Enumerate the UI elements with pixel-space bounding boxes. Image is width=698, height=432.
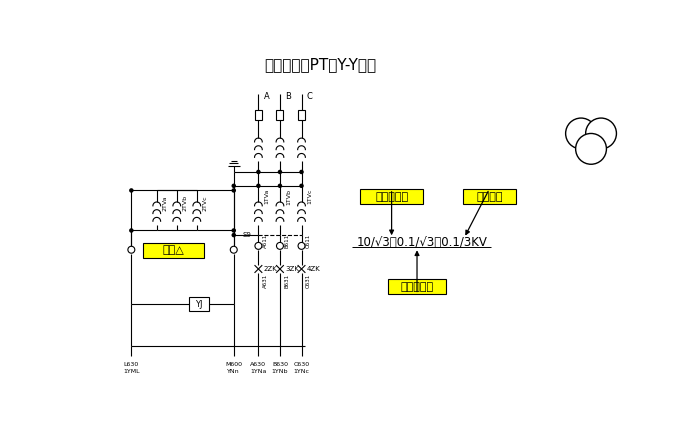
Text: 电压互感器PT的Y-Y接法: 电压互感器PT的Y-Y接法 [264, 57, 376, 72]
Circle shape [232, 234, 235, 237]
Text: C: C [307, 92, 313, 101]
Text: 3ZK: 3ZK [285, 266, 299, 272]
Bar [360, 189, 423, 204]
Text: 1YNb: 1YNb [272, 369, 288, 374]
Bar [143, 243, 205, 258]
Circle shape [128, 246, 135, 253]
Circle shape [257, 170, 260, 174]
Text: 10/√3：0.1/√3：0.1/3KV: 10/√3：0.1/√3：0.1/3KV [356, 236, 487, 249]
Text: YNn: YNn [228, 369, 240, 374]
Circle shape [565, 118, 596, 149]
Circle shape [300, 170, 303, 174]
Text: 一次相电压: 一次相电压 [375, 192, 408, 202]
Circle shape [586, 118, 616, 149]
Circle shape [130, 189, 133, 192]
Text: 1TVc: 1TVc [308, 189, 313, 204]
Text: B: B [285, 92, 291, 101]
Text: C630: C630 [293, 362, 310, 367]
Bar [388, 279, 446, 294]
Text: C611: C611 [306, 234, 311, 248]
Circle shape [279, 184, 281, 187]
Circle shape [576, 133, 607, 164]
Circle shape [279, 170, 281, 174]
Text: 1YNa: 1YNa [250, 369, 267, 374]
Text: 2TVa: 2TVa [163, 195, 168, 210]
Text: C631: C631 [306, 273, 311, 288]
Text: S9: S9 [243, 232, 251, 238]
Text: 1TVa: 1TVa [265, 189, 269, 204]
Text: 1YNc: 1YNc [294, 369, 309, 374]
Text: A631: A631 [263, 273, 268, 288]
Text: 开口△: 开口△ [163, 245, 184, 255]
Text: A611: A611 [263, 234, 268, 248]
Circle shape [232, 229, 235, 232]
Circle shape [230, 246, 237, 253]
Bar [255, 110, 262, 121]
Text: 零序电压: 零序电压 [476, 192, 503, 202]
Text: L630: L630 [124, 362, 139, 367]
Text: B630: B630 [272, 362, 288, 367]
Text: B631: B631 [285, 273, 290, 288]
Text: 1YML: 1YML [123, 369, 140, 374]
Circle shape [255, 242, 262, 249]
Text: 2TVb: 2TVb [183, 195, 188, 211]
Circle shape [298, 242, 305, 249]
Bar [189, 297, 209, 311]
Text: B611: B611 [285, 234, 290, 248]
Text: M600: M600 [225, 362, 242, 367]
Text: 1TVb: 1TVb [286, 189, 291, 205]
Circle shape [276, 242, 283, 249]
Circle shape [232, 189, 235, 192]
Circle shape [130, 229, 133, 232]
Text: 4ZK: 4ZK [307, 266, 320, 272]
Text: A: A [264, 92, 269, 101]
Circle shape [300, 184, 303, 187]
Circle shape [232, 184, 235, 187]
Bar [276, 110, 283, 121]
Text: 二次相电压: 二次相电压 [401, 282, 433, 292]
Bar [463, 189, 516, 204]
Circle shape [257, 184, 260, 187]
Text: 2TVc: 2TVc [203, 195, 208, 210]
Text: YJ: YJ [195, 300, 203, 309]
Text: 2ZK: 2ZK [264, 266, 278, 272]
Text: A630: A630 [251, 362, 267, 367]
Bar [298, 110, 305, 121]
